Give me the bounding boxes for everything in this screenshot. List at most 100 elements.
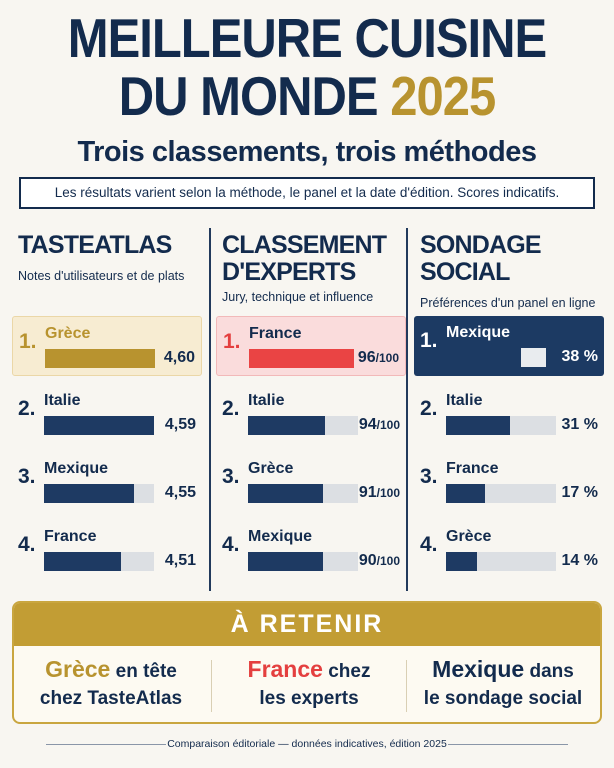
takeaway-key: France (247, 656, 323, 682)
rank-value: 4,51 (165, 552, 196, 570)
rank-country: Mexique (446, 324, 511, 341)
takeaway-title: À RETENIR (14, 603, 600, 646)
rank-value: 94/100 (359, 416, 400, 434)
rank-country: Grèce (248, 460, 294, 477)
takeaway-text: le sondage social (423, 688, 583, 709)
value-label: 4,60 (163, 349, 195, 366)
value-label: 4,59 (164, 416, 196, 433)
disclaimer-note: Les résultats varient selon la méthode, … (19, 177, 595, 209)
rank-value: 4,60 (164, 349, 195, 367)
rank-number: 2. (222, 397, 240, 420)
rank-country: Italie (446, 392, 483, 409)
rank-value: 4,59 (165, 416, 196, 434)
bar-fill (248, 484, 323, 503)
rank-number: 3. (420, 465, 438, 488)
rank-row: 4. Grèce 14 % (414, 520, 604, 580)
takeaway-item-france: France chez les experts (214, 656, 404, 712)
chart-subtitle: Jury, technique et influence (222, 290, 374, 304)
chart-social: SONDAGE SOCIAL Préférences d'un panel en… (414, 228, 604, 593)
takeaway-box: À RETENIR Grèce en tête chez TasteAtlas … (12, 601, 602, 724)
bar-fill (44, 484, 135, 503)
rank-value: 38 % (562, 348, 598, 366)
rank-number: 4. (18, 533, 36, 556)
value-unit: /100 (375, 351, 399, 365)
rank-row: 1. Mexique 38 % (414, 316, 604, 376)
rank-country: France (249, 325, 302, 342)
rank-number: 1. (19, 330, 37, 353)
bar-track (44, 484, 154, 503)
chart-title-line1: CLASSEMENT (222, 231, 387, 259)
rank-country: France (44, 528, 97, 545)
footer-rule (46, 744, 166, 745)
column-divider (209, 228, 211, 591)
ranking-list: 1. Grèce 4,60 2. Italie 4,59 3. Mexique 4,55 4. Fr… (12, 316, 202, 588)
takeaway-text: les experts (259, 688, 359, 709)
rank-country: Grèce (45, 325, 91, 342)
bar-track (248, 416, 358, 435)
rank-row: 3. Grèce 91/100 (216, 452, 406, 512)
rank-value: 14 % (562, 552, 598, 570)
takeaway-item-mexico: Mexique dans le sondage social (408, 656, 598, 712)
rank-value: 91/100 (359, 484, 400, 502)
bar-fill (44, 552, 121, 571)
rank-country: Italie (44, 392, 81, 409)
rank-number: 1. (223, 330, 241, 353)
value-label: 31 % (561, 416, 598, 433)
rank-value: 4,55 (165, 484, 196, 502)
rank-row: 3. Mexique 4,55 (12, 452, 202, 512)
rank-country: France (446, 460, 499, 477)
bar-track (44, 416, 154, 435)
value-label: 38 % (561, 348, 598, 365)
bar-track (248, 552, 358, 571)
rank-number: 2. (18, 397, 36, 420)
page-title-text: DU MONDE (118, 66, 379, 128)
bar-track (44, 552, 154, 571)
takeaway-text: en tête (115, 661, 177, 682)
bar-fill (44, 416, 154, 435)
rank-number: 4. (420, 533, 438, 556)
takeaway-item-greece: Grèce en tête chez TasteAtlas (16, 656, 206, 712)
takeaway-cells: Grèce en tête chez TasteAtlas France che… (14, 646, 600, 722)
rank-number: 2. (420, 397, 438, 420)
value-label: 14 % (561, 552, 598, 569)
rank-row: 4. France 4,51 (12, 520, 202, 580)
bar-fill (446, 552, 477, 571)
chart-subtitle: Notes d'utilisateurs et de plats (18, 269, 185, 283)
rank-row: 1. France 96/100 (216, 316, 406, 376)
chart-title: SONDAGE SOCIAL (420, 231, 542, 286)
value-label: 90 (358, 552, 377, 569)
takeaway-text: chez (328, 661, 371, 682)
rank-row: 4. Mexique 90/100 (216, 520, 406, 580)
rank-number: 4. (222, 533, 240, 556)
takeaway-key: Grèce (45, 656, 111, 682)
chart-title-line2: D'EXPERTS (222, 258, 356, 286)
bar-fill (446, 484, 485, 503)
rank-number: 1. (420, 329, 438, 352)
rank-row: 1. Grèce 4,60 (12, 316, 202, 376)
rank-country: Mexique (44, 460, 109, 477)
value-unit: /100 (376, 486, 400, 500)
chart-title: TASTEATLAS (18, 231, 172, 259)
takeaway-text: chez TasteAtlas (39, 688, 183, 709)
takeaway-text: dans (529, 661, 574, 682)
value-label: 91 (358, 484, 377, 501)
chart-subtitle: Préférences d'un panel en ligne (420, 296, 596, 310)
bar-track (446, 484, 556, 503)
rank-country: Mexique (248, 528, 313, 545)
page-subtitle: Trois classements, trois méthodes (77, 136, 537, 168)
rank-row: 3. France 17 % (414, 452, 604, 512)
column-divider (406, 228, 408, 591)
rank-value: 96/100 (358, 349, 399, 367)
value-label: 17 % (561, 484, 598, 501)
footer-caption: Comparaison éditoriale — données indicat… (167, 738, 447, 750)
bar-fill (248, 416, 325, 435)
bar-track (249, 349, 359, 368)
chart-tasteatlas: TASTEATLAS Notes d'utilisateurs et de pl… (12, 228, 202, 593)
rank-row: 2. Italie 31 % (414, 384, 604, 444)
value-label: 4,51 (164, 552, 196, 569)
bar-track (446, 348, 546, 367)
bar-track (248, 484, 358, 503)
ranking-list: 1. Mexique 38 % 2. Italie 31 % 3. France 17 % 4. G… (414, 316, 604, 588)
page-title-line2: DU MONDE 2025 (0, 68, 614, 126)
page-title-year: 2025 (390, 66, 496, 128)
